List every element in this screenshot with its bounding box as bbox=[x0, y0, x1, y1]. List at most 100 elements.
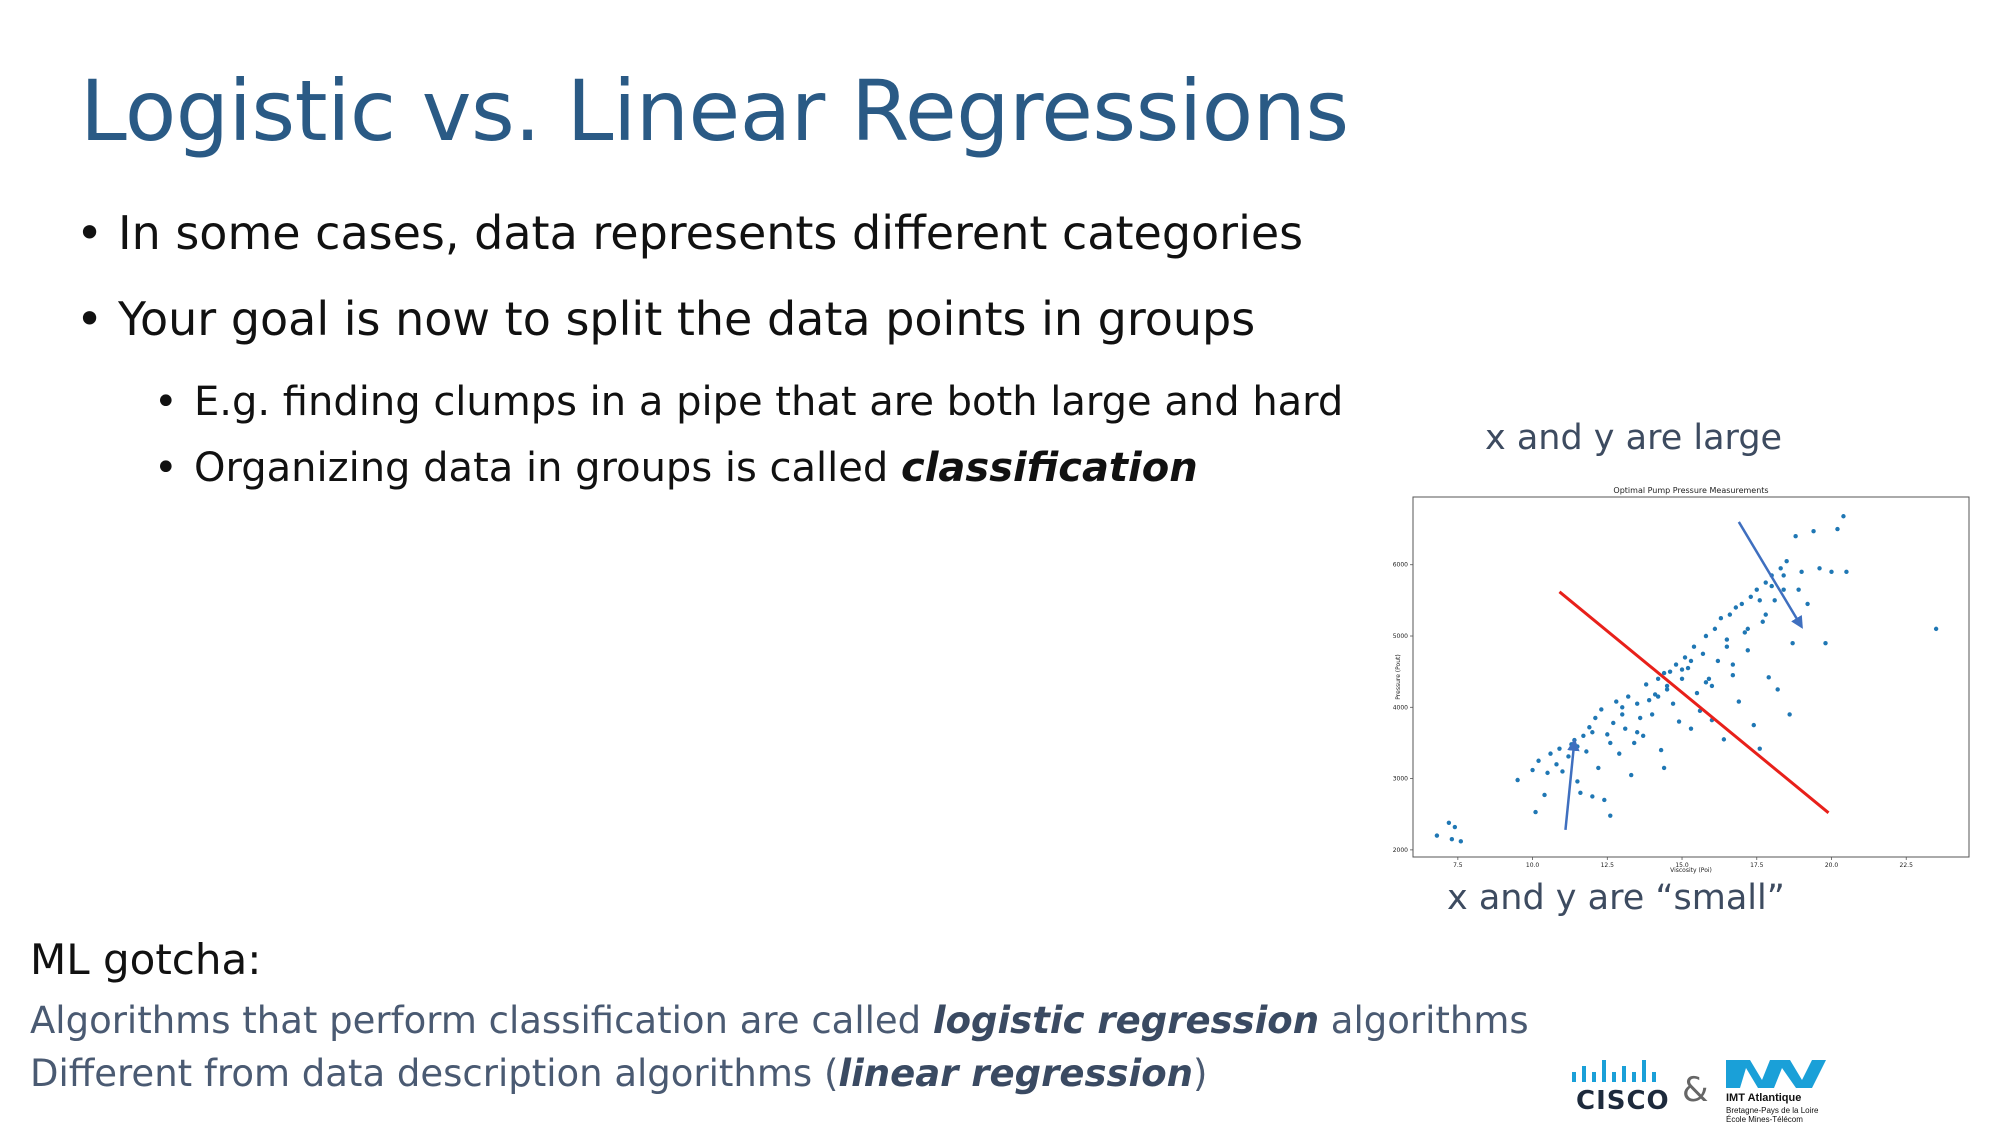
scatter-point bbox=[1596, 765, 1601, 771]
scatter-point bbox=[1760, 619, 1765, 624]
scatter-point bbox=[1787, 712, 1792, 717]
scatter-point bbox=[1688, 658, 1694, 664]
scatter-point bbox=[1614, 699, 1619, 704]
bullet-list: In some cases, data represents different… bbox=[74, 205, 1343, 509]
scatter-point bbox=[1796, 587, 1801, 592]
scatter-point bbox=[1799, 569, 1804, 575]
gotcha-text: algorithms bbox=[1319, 999, 1529, 1042]
imt-name: IMT Atlantique bbox=[1726, 1092, 1802, 1104]
scatter-point bbox=[1655, 694, 1661, 699]
scatter-point bbox=[1694, 690, 1700, 696]
scatter-point bbox=[1575, 779, 1580, 784]
scatter-point bbox=[1452, 824, 1458, 830]
scatter-point bbox=[1778, 566, 1783, 571]
scatter-point bbox=[1736, 699, 1742, 704]
scatter-point bbox=[1664, 683, 1670, 689]
gotcha-text: Algorithms that perform classification a… bbox=[30, 999, 933, 1042]
data-points bbox=[1434, 514, 1939, 844]
scatter-point bbox=[1844, 569, 1849, 575]
scatter-point bbox=[1581, 733, 1586, 739]
scatter-point bbox=[1673, 662, 1679, 667]
scatter-point bbox=[1632, 740, 1637, 746]
scatter-point bbox=[1748, 594, 1753, 600]
scatter-point bbox=[1676, 719, 1682, 724]
scatter-point bbox=[1584, 749, 1589, 754]
scatter-point bbox=[1721, 737, 1727, 742]
scatter-point bbox=[1718, 615, 1724, 621]
scatter-point bbox=[1655, 676, 1661, 681]
annotation-large: x and y are large bbox=[1485, 418, 1783, 458]
scatter-point bbox=[1763, 612, 1768, 617]
scatter-point bbox=[1602, 797, 1607, 803]
imt-atlantique-logo: IMT Atlantique Bretagne-Pays de la Loire… bbox=[1726, 1058, 1836, 1124]
scatter-point bbox=[1715, 658, 1721, 664]
scatter-point bbox=[1805, 601, 1810, 607]
scatter-point bbox=[1548, 751, 1553, 756]
scatter-point bbox=[1712, 626, 1718, 632]
scatter-point bbox=[1620, 712, 1625, 717]
scatter-point bbox=[1578, 790, 1583, 796]
scatter-point bbox=[1634, 730, 1640, 735]
scatter-point bbox=[1781, 573, 1786, 578]
scatter-point bbox=[1617, 751, 1622, 756]
logistic-regression-term: logistic regression bbox=[932, 999, 1320, 1042]
imt-subtitle: École Mines-Télécom bbox=[1726, 1115, 1803, 1124]
scatter-point bbox=[1727, 612, 1733, 617]
scatter-point bbox=[1605, 732, 1610, 737]
scatter-point bbox=[1757, 598, 1762, 603]
scatter-point bbox=[1769, 583, 1774, 589]
arrow-small bbox=[1564, 738, 1580, 831]
scatter-point bbox=[1667, 669, 1673, 674]
scatter-point bbox=[1784, 558, 1789, 564]
scatter-point bbox=[1587, 725, 1592, 730]
arrow-large bbox=[1737, 521, 1803, 629]
scatter-point bbox=[1775, 687, 1780, 692]
chart-title: Optimal Pump Pressure Measurements bbox=[1613, 486, 1768, 495]
cisco-logo: CISCO bbox=[1566, 1058, 1669, 1116]
scatter-point bbox=[1772, 598, 1777, 603]
x-axis: 7.5 10.0 12.5 15.0 17.5 20.0 22.5 bbox=[1453, 857, 1913, 869]
scatter-point bbox=[1766, 675, 1771, 680]
imt-subtitle: Bretagne-Pays de la Loire bbox=[1726, 1106, 1819, 1115]
gotcha-line-2: Different from data description algorith… bbox=[30, 1047, 1529, 1100]
scatter-chart: Optimal Pump Pressure Measurements 7.5 10… bbox=[1370, 480, 1980, 880]
scatter-point bbox=[1745, 626, 1750, 632]
scatter-point bbox=[1688, 726, 1694, 731]
bullet-item: In some cases, data represents different… bbox=[74, 205, 1343, 261]
slide-title: Logistic vs. Linear Regressions bbox=[80, 62, 1349, 160]
x-tick-label: 7.5 bbox=[1453, 862, 1463, 869]
scatter-point bbox=[1566, 754, 1571, 759]
classification-term: classification bbox=[901, 445, 1198, 491]
scatter-point bbox=[1933, 626, 1939, 632]
scatter-point bbox=[1623, 726, 1628, 731]
scatter-point bbox=[1742, 630, 1748, 635]
scatter-point bbox=[1757, 746, 1762, 751]
y-axis-label: Pressure (Pout) bbox=[1395, 654, 1402, 699]
gotcha-text: ) bbox=[1192, 1052, 1208, 1095]
scatter-point bbox=[1530, 767, 1535, 773]
scatter-point bbox=[1533, 809, 1538, 815]
scatter-point bbox=[1599, 707, 1604, 712]
scatter-point bbox=[1841, 514, 1846, 519]
scatter-point bbox=[1611, 720, 1616, 726]
gotcha-text: Different from data description algorith… bbox=[30, 1052, 839, 1095]
scatter-point bbox=[1754, 587, 1759, 592]
scatter-point bbox=[1661, 765, 1667, 771]
scatter-point bbox=[1664, 687, 1670, 692]
scatter-point bbox=[1817, 566, 1822, 571]
y-tick-label: 5000 bbox=[1393, 633, 1408, 640]
scatter-point bbox=[1709, 683, 1715, 689]
y-tick-label: 2000 bbox=[1393, 847, 1408, 854]
sub-bullet-text: Organizing data in groups is called bbox=[194, 445, 901, 491]
y-tick-label: 6000 bbox=[1393, 562, 1408, 569]
scatter-point bbox=[1811, 529, 1816, 534]
scatter-point bbox=[1823, 640, 1828, 646]
scatter-point bbox=[1449, 836, 1455, 842]
ampersand: & bbox=[1682, 1070, 1709, 1110]
scatter-point bbox=[1781, 587, 1786, 592]
scatter-point bbox=[1733, 605, 1739, 610]
bullet-item: Your goal is now to split the data point… bbox=[74, 291, 1343, 347]
scatter-point bbox=[1658, 747, 1664, 753]
scatter-point bbox=[1634, 701, 1640, 706]
scatter-point bbox=[1790, 640, 1795, 646]
